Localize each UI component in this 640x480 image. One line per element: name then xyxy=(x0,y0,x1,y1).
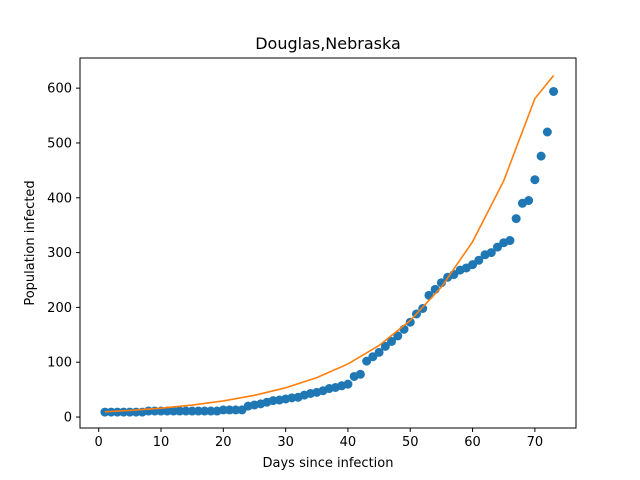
y-tick-label: 400 xyxy=(47,191,72,206)
data-point xyxy=(380,341,390,351)
y-tick-label: 100 xyxy=(47,356,72,371)
x-axis-label: Days since infection xyxy=(263,456,394,471)
data-point xyxy=(181,406,191,416)
y-tick-label: 200 xyxy=(47,301,72,316)
x-tick-label: 30 xyxy=(277,435,294,450)
data-point xyxy=(193,406,203,416)
data-point xyxy=(492,242,502,252)
plot-area xyxy=(100,75,559,417)
data-point xyxy=(530,175,540,185)
data-point xyxy=(187,406,197,416)
x-tick-label: 60 xyxy=(464,435,481,450)
data-point xyxy=(374,347,384,357)
data-point xyxy=(218,405,228,415)
y-axis: 0 100 200 300 400 500 600 xyxy=(47,82,80,426)
fit-line xyxy=(104,75,555,413)
data-point xyxy=(418,304,428,313)
data-point xyxy=(231,405,241,415)
x-tick-label: 20 xyxy=(215,435,232,450)
y-tick-label: 300 xyxy=(47,246,72,261)
x-tick-label: 40 xyxy=(340,435,357,450)
data-point xyxy=(468,260,478,270)
data-point xyxy=(175,406,185,416)
data-point xyxy=(225,405,235,415)
axes-frame xyxy=(79,57,577,429)
data-point xyxy=(362,356,372,366)
data-point xyxy=(511,214,521,224)
chart-title: Douglas,Nebraska xyxy=(255,34,401,53)
data-point xyxy=(387,336,397,346)
y-axis-label: Population infected xyxy=(23,180,38,305)
data-point xyxy=(162,406,172,416)
data-point xyxy=(355,369,365,379)
data-point xyxy=(206,406,216,416)
y-tick-label: 0 xyxy=(64,411,72,426)
data-point xyxy=(368,352,378,362)
data-point xyxy=(474,255,484,265)
data-point xyxy=(486,248,496,258)
y-tick-label: 500 xyxy=(47,136,72,151)
y-tick-label: 600 xyxy=(47,82,72,97)
data-point xyxy=(524,196,534,206)
x-tick-label: 10 xyxy=(153,435,170,450)
x-axis: 0 10 20 30 40 50 60 70 xyxy=(95,428,544,450)
x-tick-label: 50 xyxy=(402,435,419,450)
data-point xyxy=(100,407,110,417)
data-point xyxy=(343,379,353,389)
data-point xyxy=(393,331,403,341)
data-point xyxy=(549,86,559,96)
data-point xyxy=(200,406,210,416)
data-point xyxy=(542,127,552,137)
x-tick-label: 70 xyxy=(527,435,544,450)
x-tick-label: 0 xyxy=(95,435,103,450)
data-point xyxy=(168,406,178,416)
data-point xyxy=(505,236,515,246)
data-point xyxy=(405,317,415,327)
data-point xyxy=(112,407,122,417)
data-point xyxy=(536,151,546,161)
